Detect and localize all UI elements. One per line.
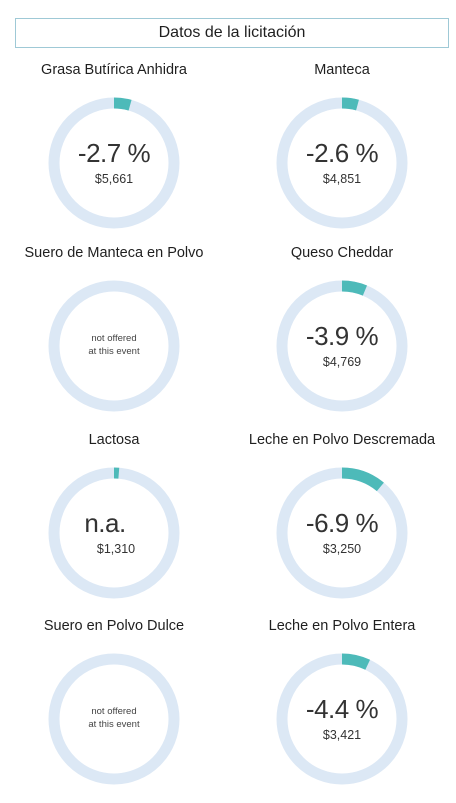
donut-tile-suero-en-polvo-dulce: Suero en Polvo Dulce not offered at this e… — [0, 618, 228, 803]
donut-center: -4.4 % $3,421 — [228, 644, 456, 794]
donut-center: -2.6 % $4,851 — [228, 88, 456, 238]
price-value: $3,421 — [322, 728, 362, 742]
donut-center: n.a. $1,310 — [0, 458, 228, 608]
not-offered-label: not offered at this event — [88, 333, 139, 359]
donut-track — [48, 280, 180, 412]
status-line-1: not offered — [91, 333, 137, 345]
donut-tile-suero-de-manteca-en-polvo: Suero de Manteca en Polvo not offered at t… — [0, 245, 228, 430]
donut-title: Suero en Polvo Dulce — [43, 618, 185, 634]
donut-slice-value — [276, 280, 408, 412]
donut-center: not offered at this event — [0, 644, 228, 794]
price-value: $5,661 — [94, 172, 134, 186]
donut-chart — [276, 653, 408, 785]
donut-title: Grasa Butírica Anhidra — [41, 62, 187, 78]
not-offered-label: not offered at this event — [88, 706, 139, 732]
donut-tile-lactosa: Lactosa n.a. $1,310 — [0, 432, 228, 617]
donut-title: Leche en Polvo Entera — [268, 618, 416, 634]
change-percent: -2.7 % — [77, 138, 151, 168]
donut-tile-grasa-butirica-anhidra: Grasa Butírica Anhidra -2.7 % $5,661 — [0, 62, 228, 247]
donut-tile-leche-en-polvo-descremada: Leche en Polvo Descremada -6.9 % $3,250 — [228, 432, 456, 617]
donut-chart — [48, 467, 180, 599]
change-percent: n.a. — [84, 508, 126, 538]
donut-slice-value — [48, 467, 180, 599]
header-title: Datos de la licitación — [158, 24, 306, 41]
donut-center: -2.7 % $5,661 — [0, 88, 228, 238]
donut-tile-queso-cheddar: Queso Cheddar -3.9 % $4,769 — [228, 245, 456, 430]
donut-chart — [48, 280, 180, 412]
change-percent: -4.4 % — [305, 694, 379, 724]
price-value: $1,310 — [96, 542, 136, 556]
donut-center: -6.9 % $3,250 — [228, 458, 456, 608]
donut-title: Queso Cheddar — [290, 245, 394, 261]
donut-chart — [48, 653, 180, 785]
donut-chart — [276, 280, 408, 412]
donut-chart — [48, 97, 180, 229]
donut-center: not offered at this event — [0, 271, 228, 421]
donut-slice-value — [276, 653, 408, 785]
donut-title: Suero de Manteca en Polvo — [24, 245, 204, 261]
donut-slice-value — [48, 97, 180, 229]
donut-center: -3.9 % $4,769 — [228, 271, 456, 421]
status-line-2: at this event — [88, 346, 140, 357]
price-value: $4,851 — [322, 172, 362, 186]
donut-slice-value — [276, 97, 408, 229]
donut-tile-leche-en-polvo-entera: Leche en Polvo Entera -4.4 % $3,421 — [228, 618, 456, 803]
price-value: $3,250 — [322, 542, 362, 556]
donut-track — [48, 653, 180, 785]
donut-tile-manteca: Manteca -2.6 % $4,851 — [228, 62, 456, 247]
price-value: $4,769 — [322, 355, 362, 369]
donut-title: Manteca — [314, 62, 370, 78]
status-line-1: not offered — [91, 706, 137, 718]
donut-chart — [276, 467, 408, 599]
donut-title: Leche en Polvo Descremada — [248, 432, 436, 448]
donut-title: Lactosa — [88, 432, 140, 448]
donut-chart — [276, 97, 408, 229]
change-percent: -2.6 % — [305, 138, 379, 168]
donut-slice-value — [276, 467, 408, 599]
section-header: Datos de la licitación — [15, 18, 449, 48]
change-percent: -3.9 % — [305, 321, 379, 351]
change-percent: -6.9 % — [305, 508, 379, 538]
status-line-2: at this event — [88, 719, 140, 730]
